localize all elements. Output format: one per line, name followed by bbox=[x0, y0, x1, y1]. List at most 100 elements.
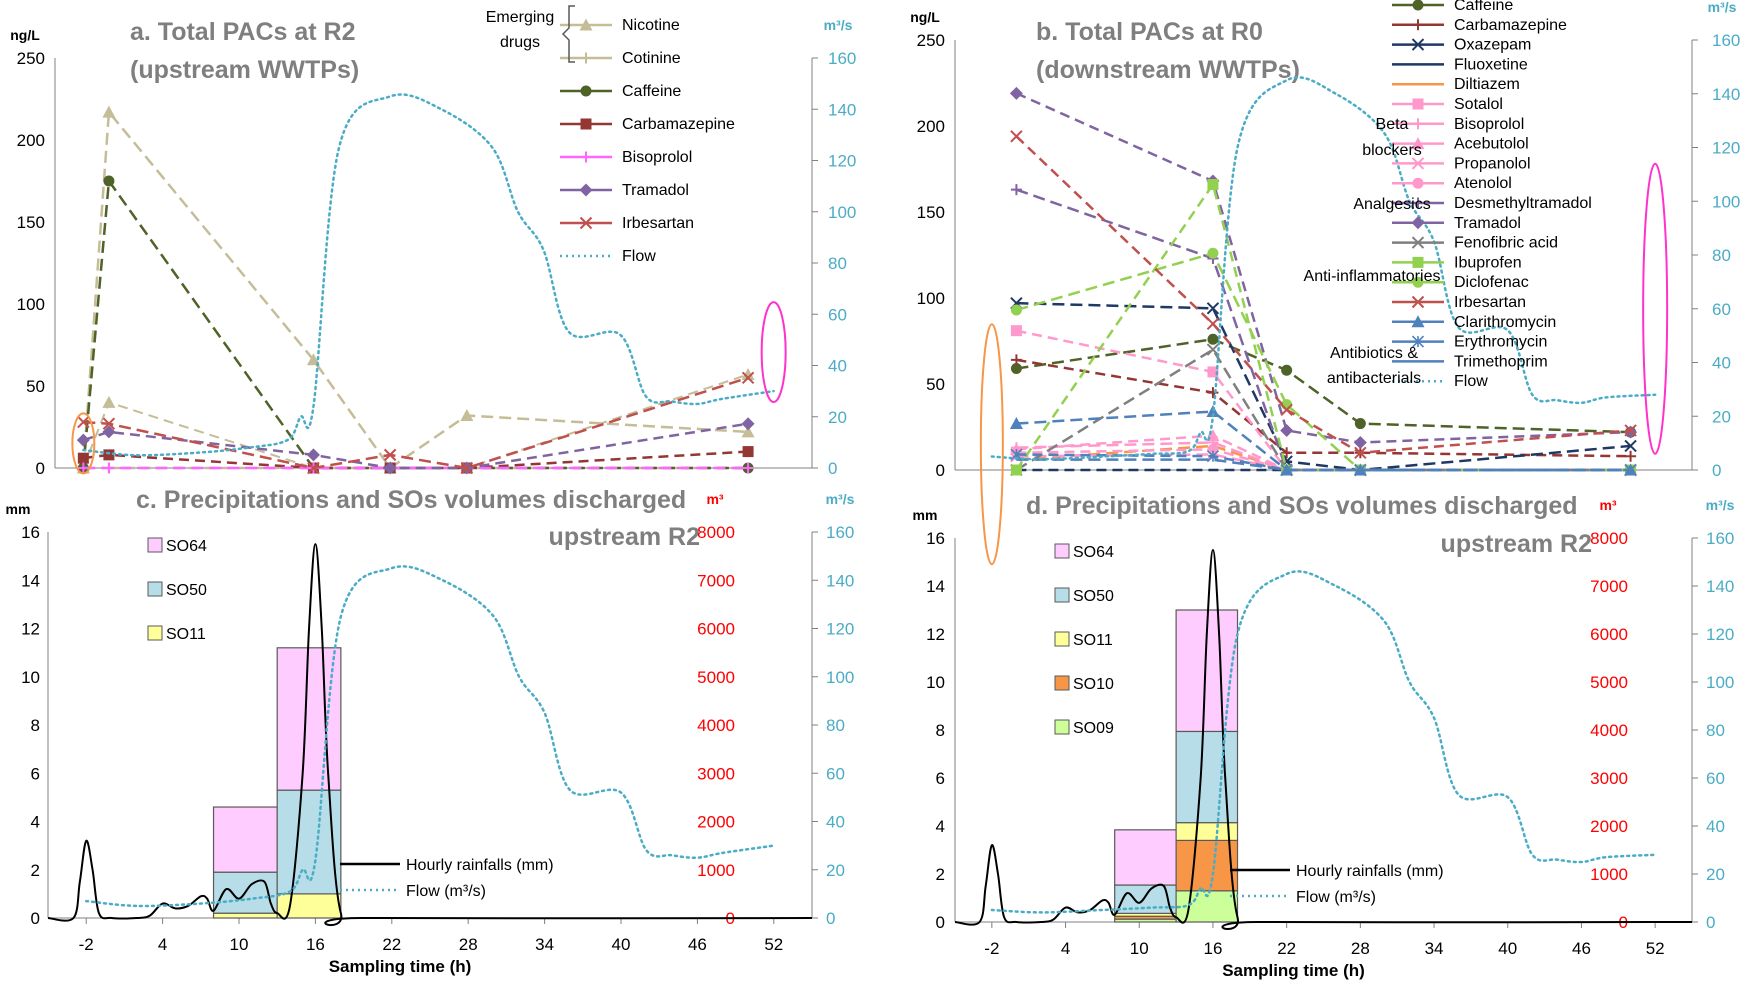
panel-0-title: a. Total PACs at R2 bbox=[130, 18, 356, 46]
panel-2-xtick: 28 bbox=[459, 935, 478, 954]
panel-0-legend-nicotine-label: Nicotine bbox=[622, 17, 680, 34]
panel-0-y2tick: 20 bbox=[828, 408, 847, 427]
panel-2-legend-so64-label: SO64 bbox=[166, 538, 207, 555]
panel-1-series-irbesartan-line bbox=[1015, 135, 1631, 455]
panel-0-series-bisoprolol-point bbox=[103, 462, 115, 474]
panel-3-y2tick: 3000 bbox=[1590, 769, 1628, 788]
panel-0-series-bisoprolol-point bbox=[742, 462, 754, 474]
panel-2-ytick: 10 bbox=[21, 668, 40, 687]
panel-0-legend-caffeine-marker bbox=[580, 85, 592, 97]
panel-1-legend-oxazepam-marker bbox=[1411, 38, 1425, 51]
panel-0-series-carbamazepine-point bbox=[77, 452, 89, 464]
panel-1-legend-sotalol-label: Sotalol bbox=[1454, 96, 1503, 113]
panel-1-y2tick: 140 bbox=[1712, 85, 1740, 104]
panel-1-legend-ibuprofen-label: Ibuprofen bbox=[1454, 254, 1522, 271]
panel-1-series-flow-line bbox=[990, 76, 1657, 461]
panel-1-series-oxazepam-point bbox=[1206, 302, 1220, 315]
panel-2-y3tick: 20 bbox=[826, 861, 845, 880]
panel-0-series-carbamazepine-point bbox=[742, 446, 754, 458]
panel-1-legend-irbesartan-label: Irbesartan bbox=[1454, 294, 1526, 311]
panel-0-legend-flow-label: Flow bbox=[622, 248, 656, 265]
panel-1-legend-flow-label: Flow bbox=[1454, 373, 1488, 390]
panel-3-ytick: 14 bbox=[926, 577, 945, 596]
panel-2-subtitle: upstream R2 bbox=[549, 523, 700, 551]
panel-3-y3tick: 100 bbox=[1706, 673, 1734, 692]
panel-3-y-unit: mm bbox=[913, 507, 938, 523]
panel-3-subtitle: upstream R2 bbox=[1441, 530, 1592, 558]
panel-0-y2tick: 100 bbox=[828, 203, 856, 222]
panel-1-series-carbamazepine-line bbox=[1016, 358, 1631, 458]
panel-2-y2tick: 3000 bbox=[697, 764, 735, 783]
panel-3-y2tick: 7000 bbox=[1590, 577, 1628, 596]
panel-0-series-irbesartan-point bbox=[741, 371, 755, 385]
panel-3-y3tick: 20 bbox=[1706, 865, 1725, 884]
panel-0-series-nicotine-point bbox=[460, 409, 474, 422]
panel-1-legend-diclofenac-marker bbox=[1412, 276, 1424, 288]
panel-1-series-diclofenac-point bbox=[1207, 247, 1219, 259]
panel-1-legend-propanolol-marker bbox=[1411, 157, 1425, 170]
panel-2-flow-m-s-line bbox=[84, 565, 776, 908]
panel-1-legend-desmethyltramadol-marker bbox=[1412, 197, 1424, 209]
panel-0-group-label: drugs bbox=[500, 34, 540, 51]
panel-2-ytick: 16 bbox=[21, 523, 40, 542]
panel-0-legend-carbamazepine-label: Carbamazepine bbox=[622, 116, 735, 133]
panel-1-y2tick: 100 bbox=[1712, 192, 1740, 211]
panel-0-series-carbamazepine-line bbox=[83, 450, 749, 470]
panel-3-legend-so11-label: SO11 bbox=[1073, 632, 1113, 649]
panel-2-legend-flow-m-s-label: Flow (m³/s) bbox=[406, 883, 486, 900]
panel-3-y2tick: 2000 bbox=[1590, 817, 1628, 836]
panel-1-legend-atenolol-label: Atenolol bbox=[1454, 175, 1512, 192]
panel-3-legend-so11-box bbox=[1054, 631, 1070, 647]
panel-2-ytick: 2 bbox=[31, 861, 40, 880]
panel-0-legend-carbamazepine-marker bbox=[580, 118, 592, 130]
panel-3-y2tick: 8000 bbox=[1590, 529, 1628, 548]
panel-0-series-caffeine-line bbox=[82, 177, 749, 470]
panel-1-series-ibuprofen-point bbox=[1010, 464, 1022, 476]
panel-2-legend-so50-label: SO50 bbox=[166, 582, 207, 599]
panel-0-ytick: 250 bbox=[17, 49, 45, 68]
panel-2-y2tick: 1000 bbox=[697, 861, 735, 880]
panel-1-series-irbesartan-point bbox=[1206, 317, 1220, 331]
panel-0-ytick: 100 bbox=[17, 295, 45, 314]
panel-1-legend-sotalol-marker bbox=[1412, 98, 1424, 110]
panel-1-series-irbesartan-point bbox=[1624, 424, 1637, 437]
panel-2-y-unit: mm bbox=[6, 501, 31, 517]
panel-1-series-tramadol-point bbox=[1353, 435, 1367, 449]
panel-0-series-irbesartan-point bbox=[307, 461, 320, 475]
panel-0-y2tick: 60 bbox=[828, 305, 847, 324]
panel-1-y2tick: 20 bbox=[1712, 407, 1731, 426]
panel-2-xlabel: Sampling time (h) bbox=[329, 957, 472, 976]
panel-3-y2tick: 1000 bbox=[1590, 865, 1628, 884]
panel-1-series-irbesartan-point bbox=[1280, 403, 1293, 417]
panel-0-series-irbesartan-point bbox=[77, 415, 90, 429]
panel-3-y3tick: 120 bbox=[1706, 625, 1734, 644]
panel-3-xtick: 40 bbox=[1498, 939, 1517, 958]
panel-2-bar-1-so11 bbox=[276, 893, 342, 919]
panel-1-y2tick: 60 bbox=[1712, 300, 1731, 319]
panel-2-legend-so11-box bbox=[147, 625, 163, 641]
panel-0-highlight-start bbox=[71, 412, 96, 475]
panel-1-y2tick: 40 bbox=[1712, 354, 1731, 373]
panel-0-y2tick: 0 bbox=[828, 459, 837, 478]
panel-1-y2tick: 80 bbox=[1712, 246, 1731, 265]
panel-1-legend-clarithromycin-label: Clarithromycin bbox=[1454, 314, 1556, 331]
panel-3-y3tick: 60 bbox=[1706, 769, 1725, 788]
panel-1-series-tramadol-point bbox=[1624, 425, 1638, 439]
panel-3-xlabel: Sampling time (h) bbox=[1222, 961, 1365, 980]
panel-1-y2tick: 120 bbox=[1712, 139, 1740, 158]
panel-2-xtick: 16 bbox=[306, 935, 325, 954]
panel-3-y2-unit: m³ bbox=[1599, 497, 1616, 513]
panel-3-legend-so64-box bbox=[1054, 543, 1070, 559]
panel-0-series-nicotine-point2 bbox=[102, 395, 116, 408]
panel-1-legend-diclofenac-label: Diclofenac bbox=[1454, 274, 1529, 291]
panel-1-legend-diltiazem-label: Diltiazem bbox=[1454, 76, 1520, 93]
panel-2-bar-0-so64 bbox=[212, 806, 278, 873]
panel-1-group-label: antibacterials bbox=[1327, 370, 1421, 387]
panel-0-group-brace bbox=[561, 5, 575, 63]
panel-2-title: c. Precipitations and SOs volumes discha… bbox=[136, 486, 686, 514]
panel-1-ytick: 150 bbox=[917, 203, 945, 222]
panel-0-y2tick: 120 bbox=[828, 152, 856, 171]
panel-1-series-carbamazepine-point bbox=[1625, 450, 1637, 462]
panel-3-y3tick: 160 bbox=[1706, 529, 1734, 548]
panel-1-legend-oxazepam-label: Oxazepam bbox=[1454, 37, 1531, 54]
